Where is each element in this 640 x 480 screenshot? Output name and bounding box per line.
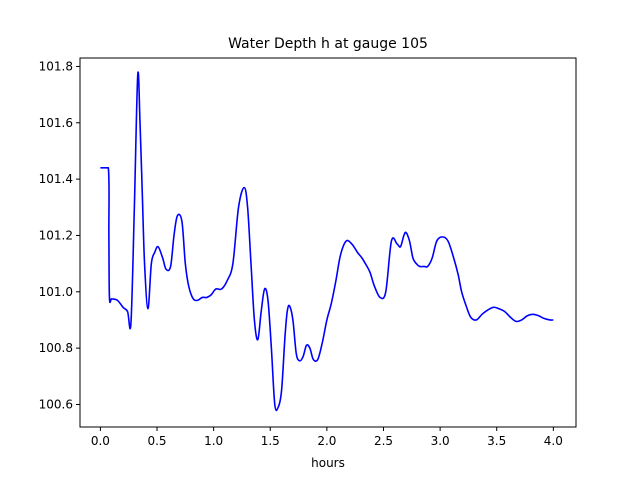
x-axis: 0.0 0.5 1.0 1.5 2.0 2.5 3.0 3.5 4.0 [91,427,563,448]
series-line-water-depth [100,71,554,412]
x-tick-label: 0.0 [91,434,110,448]
x-tick-label: 3.0 [431,434,450,448]
x-tick-label: 3.5 [487,434,506,448]
x-tick-label: 1.0 [204,434,223,448]
y-tick-label: 101.6 [39,116,73,130]
x-tick-label: 1.5 [261,434,280,448]
axes-frame [79,57,577,428]
plot-area [100,71,554,412]
chart-title: Water Depth h at gauge 105 [228,36,428,52]
x-tick-label: 2.5 [374,434,393,448]
x-axis-label: hours [311,456,345,470]
y-tick-label: 101.0 [39,285,73,299]
y-tick-label: 100.6 [39,397,73,411]
y-tick-label: 100.8 [39,341,73,355]
y-tick-label: 101.2 [39,228,73,242]
x-tick-label: 2.0 [317,434,336,448]
x-tick-label: 0.5 [147,434,166,448]
y-tick-label: 101.8 [39,59,73,73]
y-tick-label: 101.4 [39,172,73,186]
y-axis: 100.6 100.8 101.0 101.2 101.4 101.6 101.8 [39,59,80,411]
x-tick-label: 4.0 [544,434,563,448]
